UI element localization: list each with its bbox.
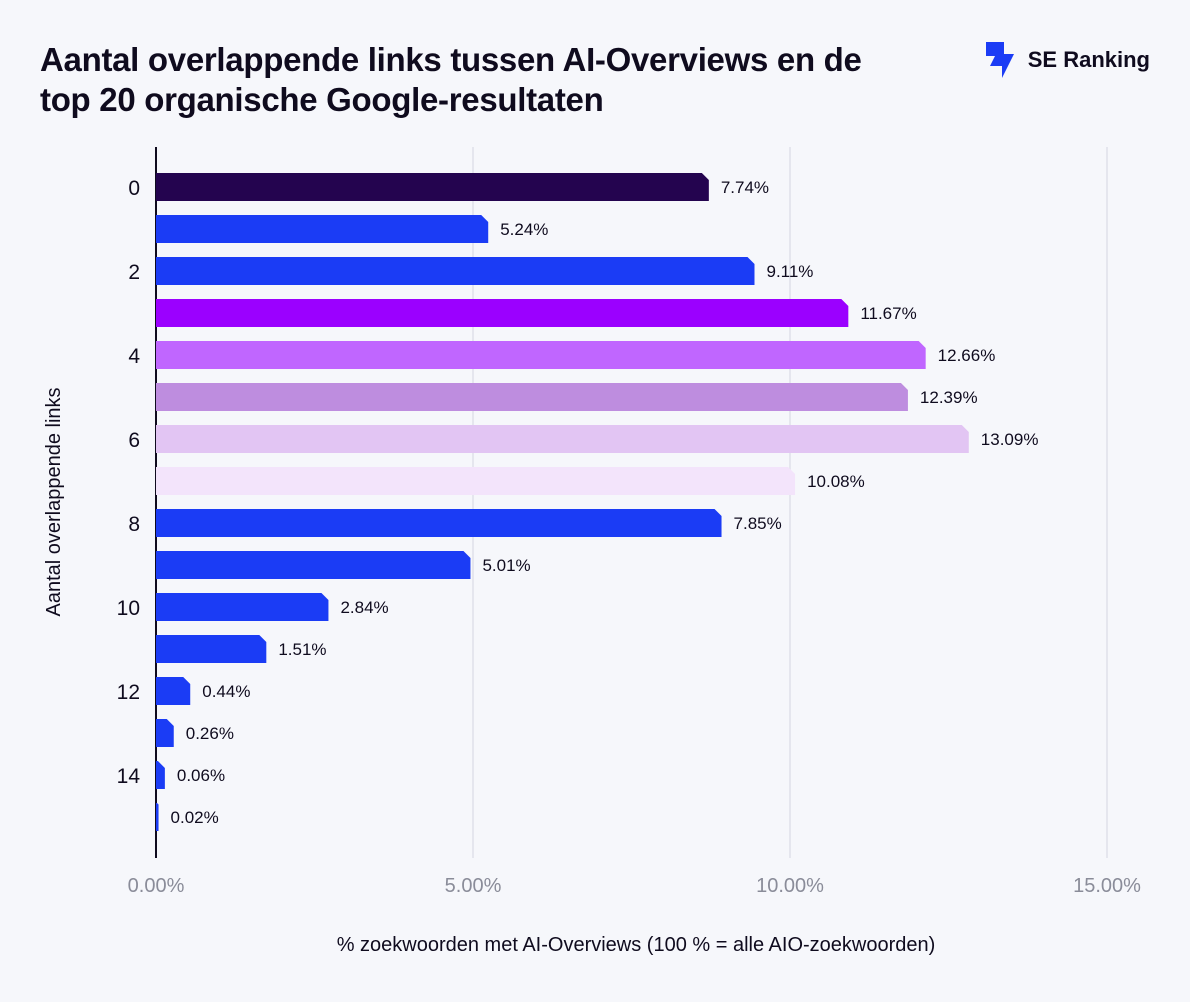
y-tick-label: 8 [128, 513, 140, 536]
y-tick-label: 0 [128, 177, 140, 200]
bar-value-label: 2.84% [340, 598, 388, 617]
bar-value-label: 5.01% [482, 556, 530, 575]
bar [156, 677, 191, 705]
bar [156, 299, 849, 327]
labels: 0.00% 5.00% 10.00% 15.00% 7.74% 0 5.24% 9.11% 2 1… [43, 177, 1141, 956]
bar-value-label: 0.26% [186, 724, 234, 743]
y-tick-label: 14 [117, 765, 141, 788]
bar [156, 761, 165, 789]
bar [156, 425, 969, 453]
y-tick-label: 6 [128, 429, 140, 452]
y-tick-label: 2 [128, 261, 140, 284]
bar-value-label: 10.08% [807, 472, 865, 491]
x-tick-label: 15.00% [1073, 875, 1141, 897]
se-ranking-bolt-icon [985, 42, 1014, 78]
bar [156, 215, 489, 243]
bar-value-label: 5.24% [500, 220, 548, 239]
brand-logo: SE Ranking [982, 40, 1150, 80]
y-axis-title: Aantal overlappende links [43, 387, 65, 616]
bar [156, 257, 755, 285]
brand-name: SE Ranking [1027, 47, 1150, 72]
bar [156, 509, 722, 537]
bar-value-label: 1.51% [278, 640, 326, 659]
bar-value-label: 7.74% [721, 178, 769, 197]
bar-value-label: 13.09% [981, 430, 1039, 449]
y-tick-label: 4 [128, 345, 140, 368]
bar-value-label: 0.06% [177, 766, 225, 785]
bar [156, 635, 267, 663]
bar [156, 719, 174, 747]
bar [156, 173, 709, 201]
bar-value-label: 11.67% [860, 304, 916, 323]
bar [156, 341, 926, 369]
bar-value-label: 12.39% [920, 388, 978, 407]
bar [156, 383, 908, 411]
y-tick-label: 12 [117, 681, 140, 704]
y-tick-label: 10 [117, 597, 140, 620]
bar [156, 593, 329, 621]
chart-title: Aantal overlappende links tussen AI-Over… [40, 41, 862, 118]
bar-value-label: 0.02% [171, 808, 219, 827]
x-tick-label: 0.00% [128, 875, 185, 897]
bars [156, 173, 969, 831]
grid-lines [155, 147, 1108, 858]
bar [156, 467, 796, 495]
bar-value-label: 12.66% [938, 346, 996, 365]
bar-value-label: 7.85% [734, 514, 782, 533]
bar [156, 803, 159, 831]
x-axis-title: % zoekwoorden met AI-Overviews (100 % = … [337, 934, 936, 956]
x-tick-label: 5.00% [445, 875, 502, 897]
bar-value-label: 9.11% [766, 262, 813, 281]
bar-value-label: 0.44% [202, 682, 250, 701]
x-tick-label: 10.00% [756, 875, 824, 897]
bar [156, 551, 471, 579]
